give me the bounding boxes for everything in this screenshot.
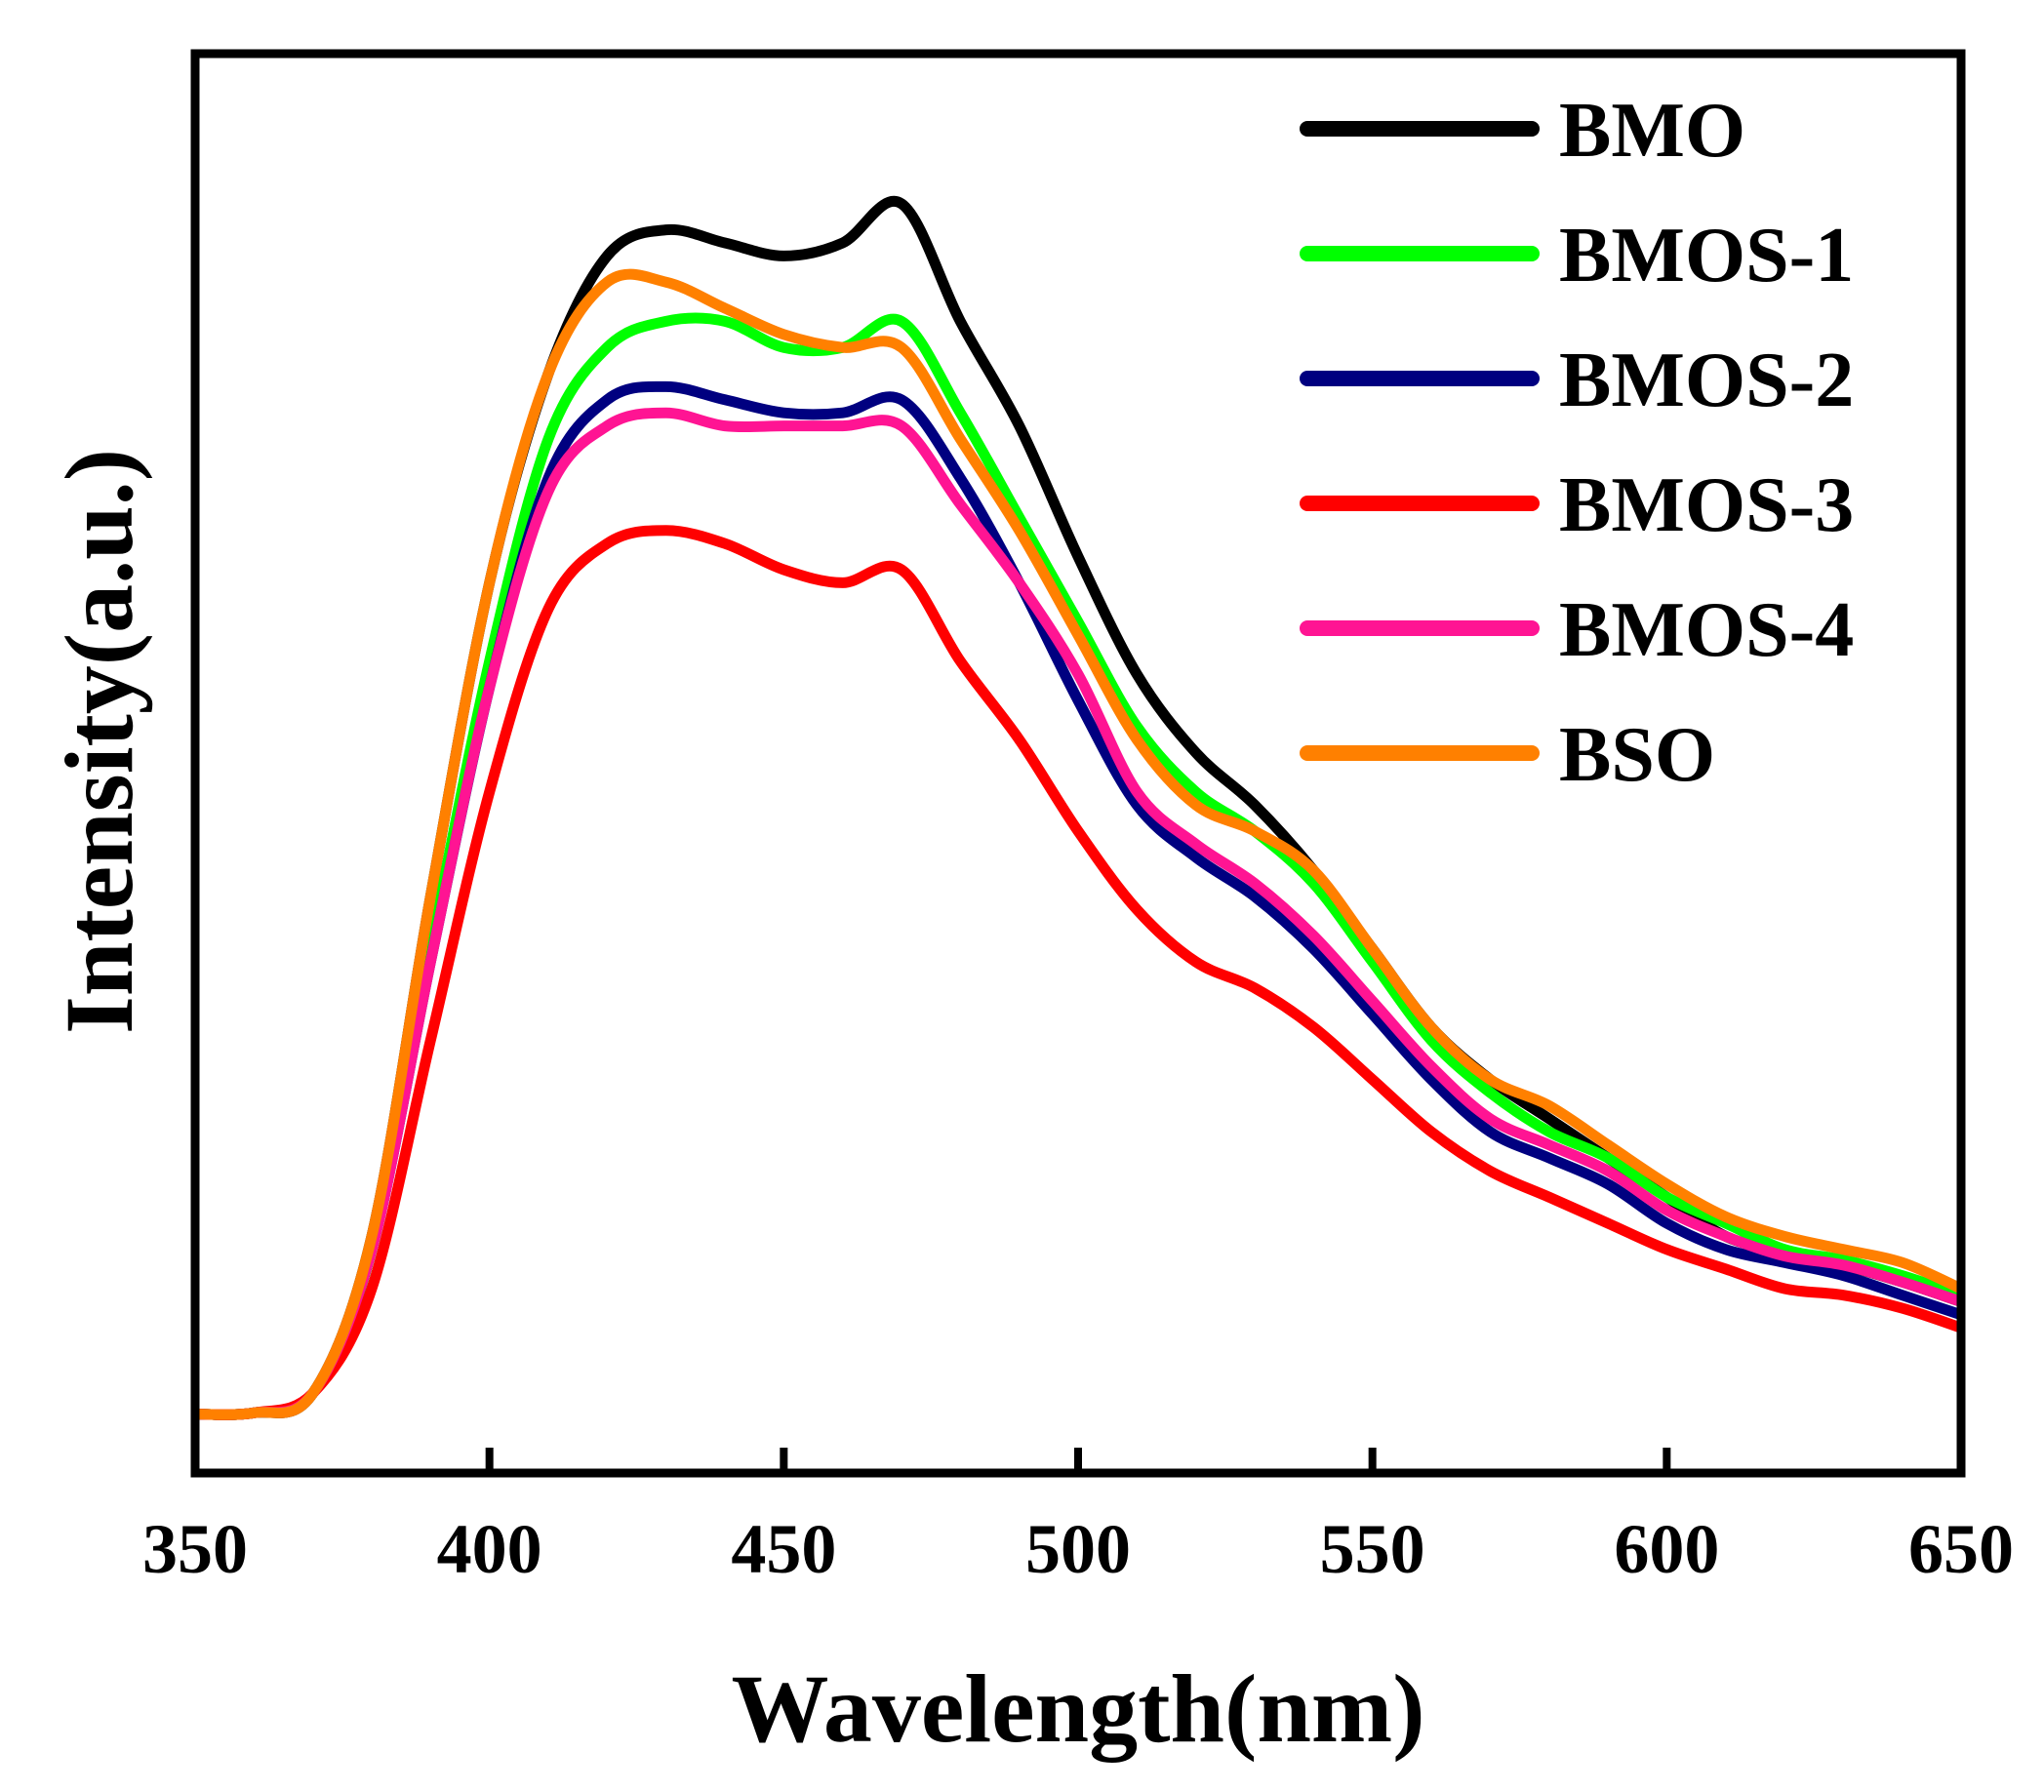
x-tick-label-600: 600 [1614,1510,1719,1588]
y-axis-title: Intensity(a.u.) [45,449,153,1034]
x-tick-label-450: 450 [731,1510,836,1588]
legend-label-bmos-3: BMOS-3 [1559,462,1854,548]
x-tick-label-550: 550 [1320,1510,1425,1588]
x-tick-label-650: 650 [1908,1510,2014,1588]
x-tick-label-350: 350 [142,1510,248,1588]
series-line-bmos-4 [195,407,1961,1420]
series-line-bso [195,268,1961,1420]
series-line-bmos-3 [195,525,1961,1420]
legend-label-bmo: BMO [1559,88,1745,174]
legend-label-bmos-2: BMOS-2 [1559,338,1854,423]
legend-label-bmos-1: BMOS-1 [1559,213,1854,299]
x-tick-label-500: 500 [1025,1510,1131,1588]
legend-label-bso: BSO [1559,712,1715,798]
x-tick-label-400: 400 [437,1510,542,1588]
x-axis-title: Wavelength(nm) [731,1654,1424,1763]
legend-label-bmos-4: BMOS-4 [1559,587,1854,673]
series-layer [195,195,1961,1420]
legend: BMO BMOS-1 BMOS-2 BMOS-3 BMOS-4 BSO [1300,88,1854,798]
x-axis-ticks: 350 400 450 500 550 600 650 [142,1448,2014,1588]
